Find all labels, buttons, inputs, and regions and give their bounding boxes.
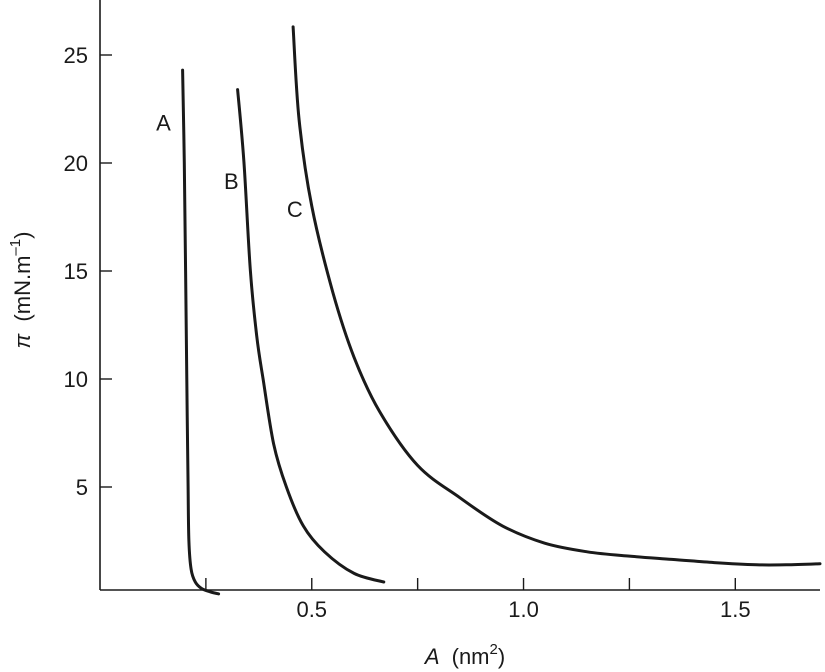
ticks: 0.5 1.0 1.5 5 10 15 20 25 bbox=[64, 43, 751, 622]
curve-label-a: A bbox=[156, 111, 171, 136]
x-axis-title: A (nm2) bbox=[423, 641, 505, 669]
curve-label-c: C bbox=[287, 197, 303, 222]
x-axis-unit-close: ) bbox=[498, 644, 505, 669]
curves bbox=[181, 25, 822, 596]
curve-label-b: B bbox=[224, 169, 239, 194]
y-axis-symbol: π bbox=[10, 332, 35, 348]
y-tick-label: 10 bbox=[64, 367, 88, 392]
y-axis-unit-sup: –1 bbox=[7, 239, 24, 256]
curve-b bbox=[236, 88, 386, 584]
curve-a bbox=[181, 68, 221, 596]
x-tick-label: 1.5 bbox=[720, 597, 751, 622]
x-axis-unit: (nm bbox=[452, 644, 490, 669]
x-axis-symbol: A bbox=[423, 644, 440, 669]
y-tick-label: 25 bbox=[64, 43, 88, 68]
y-axis-title: π (mN.m–1) bbox=[7, 232, 35, 349]
y-tick-label: 20 bbox=[64, 151, 88, 176]
y-axis-unit: (mN.m bbox=[10, 256, 35, 322]
x-axis-unit-sup: 2 bbox=[490, 641, 498, 658]
y-axis-unit-close: ) bbox=[10, 232, 35, 239]
axes bbox=[99, 0, 820, 591]
x-tick-label: 1.0 bbox=[508, 597, 539, 622]
curve-c bbox=[291, 25, 822, 567]
curve-labels: A B C bbox=[156, 111, 303, 222]
y-tick-label: 15 bbox=[64, 259, 88, 284]
x-tick-label: 0.5 bbox=[296, 597, 327, 622]
y-tick-label: 5 bbox=[76, 475, 88, 500]
